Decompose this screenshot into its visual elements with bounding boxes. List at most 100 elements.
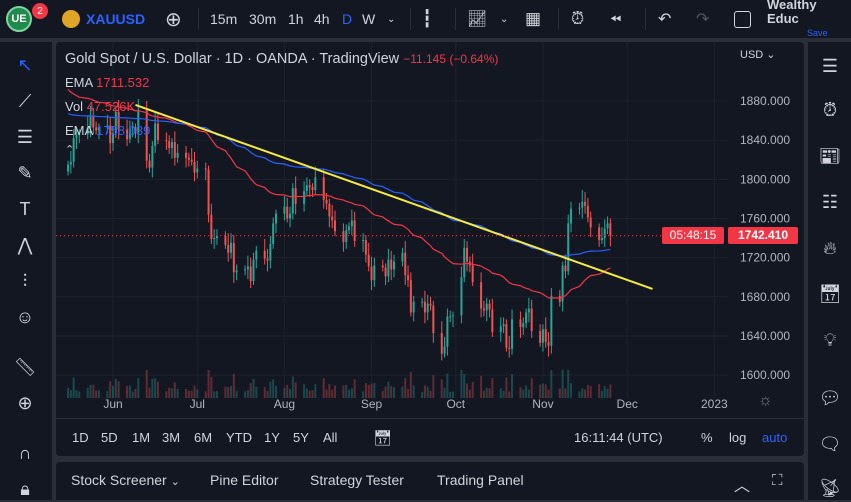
magnet-icon[interactable]: ∩ bbox=[18, 442, 32, 463]
volume-bar bbox=[550, 370, 553, 398]
tf-30m[interactable]: 30m bbox=[249, 11, 277, 27]
settings-sun-icon[interactable]: ☼ bbox=[758, 392, 773, 409]
candle-body bbox=[126, 129, 129, 140]
replay-icon[interactable]: ⏪︎ bbox=[610, 10, 622, 27]
tf-d[interactable]: D bbox=[342, 11, 353, 27]
prediction-icon[interactable]: ⫶ bbox=[22, 270, 28, 291]
range-5y[interactable]: 5Y bbox=[293, 430, 309, 445]
date-range-icon[interactable]: 📅︎ bbox=[373, 429, 393, 447]
save-label[interactable]: Save bbox=[807, 28, 828, 38]
clock-time[interactable]: 16:11:44 (UTC) bbox=[574, 430, 663, 445]
candle-body bbox=[187, 157, 190, 160]
alarm-clock-icon[interactable]: ⏰︎ bbox=[822, 99, 838, 120]
emoji-icon[interactable]: ☺ bbox=[15, 306, 35, 327]
collapse-legend-icon[interactable]: ⌃ bbox=[65, 144, 75, 156]
tab-pine-editor[interactable]: Pine Editor bbox=[210, 472, 279, 488]
range-5d[interactable]: 5D bbox=[101, 430, 118, 445]
percent-toggle[interactable]: % bbox=[701, 430, 713, 445]
range-3m[interactable]: 3M bbox=[162, 430, 181, 445]
legend-volume[interactable]: Vol 47.526K bbox=[65, 99, 135, 114]
ideas-bulb-icon[interactable]: 💡︎ bbox=[823, 329, 837, 350]
chart-panel[interactable]: 1880.000 1840.000 1800.000 1760.000 1720.000… bbox=[56, 42, 804, 456]
cursor-icon[interactable]: ↖ bbox=[17, 54, 33, 75]
volume-bar bbox=[168, 387, 171, 398]
indicators-icon[interactable]: 📈︎ bbox=[467, 11, 488, 28]
candle-body bbox=[131, 127, 134, 129]
volume-bar bbox=[185, 389, 188, 398]
volume-bar bbox=[154, 378, 157, 398]
comment-icon[interactable]: 🗨︎ bbox=[818, 433, 842, 454]
drawing-toolbar: ↖ ⟋ ☰ ✎ T ⋀ ⫶ ☺ 📏︎ ⊕ ∩ 🔒︎ bbox=[0, 42, 52, 500]
candle-body bbox=[156, 123, 159, 141]
pattern-icon[interactable]: ⋀ bbox=[17, 234, 33, 255]
layout-grid-icon[interactable]: ▦ bbox=[525, 9, 542, 28]
fib-icon[interactable]: ☰ bbox=[16, 126, 34, 147]
alert-icon[interactable]: ⏰︎ bbox=[571, 9, 585, 28]
lock-icon[interactable]: 🔒︎ bbox=[20, 478, 30, 499]
fullscreen-icon[interactable] bbox=[734, 0, 751, 38]
tf-15m[interactable]: 15m bbox=[210, 11, 238, 27]
candle-body bbox=[272, 223, 275, 244]
candle-body bbox=[564, 265, 567, 272]
candle-body bbox=[308, 185, 311, 188]
tf-4h[interactable]: 4h bbox=[314, 11, 330, 27]
candle-body bbox=[69, 161, 72, 165]
range-1m[interactable]: 1M bbox=[132, 430, 151, 445]
legend-ema-50[interactable]: EMA 1711.532 bbox=[65, 75, 149, 90]
tab-strategy-tester[interactable]: Strategy Tester bbox=[310, 472, 404, 488]
indicator-value: 47.526K bbox=[86, 99, 136, 114]
symbol-search[interactable]: XAUUSD bbox=[62, 0, 145, 38]
tf-w[interactable]: W bbox=[362, 11, 376, 27]
brush-icon[interactable]: ✎ bbox=[17, 162, 33, 183]
volume-bar bbox=[561, 370, 564, 398]
user-avatar[interactable]: UE bbox=[6, 6, 32, 32]
log-toggle[interactable]: log bbox=[729, 430, 747, 445]
tab-trading-panel[interactable]: Trading Panel bbox=[437, 472, 524, 488]
calendar-icon[interactable]: 📅︎ bbox=[818, 283, 842, 304]
time-tick-label: Nov bbox=[532, 397, 553, 411]
chats-icon[interactable]: 💬︎ bbox=[818, 387, 842, 408]
trendline-icon[interactable]: ⟋ bbox=[18, 90, 32, 111]
range-6m[interactable]: 6M bbox=[194, 430, 213, 445]
price-chart[interactable]: 1880.000 1840.000 1800.000 1760.000 1720.000… bbox=[56, 42, 804, 418]
tab-stock-screener[interactable]: Stock Screener ⌄ bbox=[71, 472, 180, 488]
compare-plus-icon[interactable]: ⊕ bbox=[165, 8, 182, 31]
price-tick-label: 1840.000 bbox=[740, 133, 790, 147]
hotlist-fire-icon[interactable]: 🔥︎ bbox=[823, 237, 837, 258]
range-ytd[interactable]: YTD bbox=[226, 430, 252, 445]
undo-icon[interactable]: ↶ bbox=[658, 11, 672, 28]
candle-body bbox=[328, 203, 331, 217]
range-1d[interactable]: 1D bbox=[72, 430, 89, 445]
chevron-down-icon[interactable]: ⌄ bbox=[500, 13, 509, 25]
add-list-icon[interactable]: ☷ bbox=[821, 191, 839, 212]
currency-selector[interactable]: USD ⌄ bbox=[740, 49, 776, 61]
volume-bar bbox=[353, 379, 356, 398]
candle-body bbox=[350, 220, 353, 227]
layout-title: Wealthy Educ bbox=[767, 0, 817, 26]
auto-toggle[interactable]: auto bbox=[762, 430, 788, 445]
volume-bar bbox=[527, 389, 530, 398]
watchlist-icon[interactable]: ☰ bbox=[821, 55, 839, 76]
zoom-icon[interactable]: ⊕ bbox=[17, 392, 33, 413]
layout-name[interactable]: Wealthy Educ Save bbox=[767, 0, 851, 38]
range-all[interactable]: All bbox=[323, 430, 338, 445]
candle-body bbox=[401, 252, 404, 262]
range-1y[interactable]: 1Y bbox=[264, 430, 280, 445]
tf-1h[interactable]: 1h bbox=[288, 11, 304, 27]
legend-ema-200[interactable]: EMA 1758.039 bbox=[65, 123, 150, 138]
news-icon[interactable]: 📰︎ bbox=[818, 145, 842, 166]
volume-bar bbox=[171, 388, 174, 398]
candles-icon[interactable]: ┇ bbox=[422, 9, 433, 28]
streams-icon[interactable]: 📡︎ bbox=[818, 477, 842, 498]
chevron-up-icon[interactable]: ︿ bbox=[734, 478, 751, 495]
candle-body bbox=[106, 125, 109, 128]
price-tick-label: 1600.000 bbox=[740, 368, 790, 382]
candle-body bbox=[114, 111, 117, 134]
chevron-down-icon[interactable]: ⌄ bbox=[387, 13, 396, 25]
volume-bar bbox=[235, 390, 238, 398]
maximize-icon[interactable]: ⛶ bbox=[772, 472, 783, 489]
bar-countdown: 05:48:15 bbox=[662, 227, 724, 244]
text-icon[interactable]: T bbox=[19, 198, 31, 219]
volume-bar bbox=[126, 386, 129, 398]
ruler-icon[interactable]: 📏︎ bbox=[13, 356, 37, 377]
